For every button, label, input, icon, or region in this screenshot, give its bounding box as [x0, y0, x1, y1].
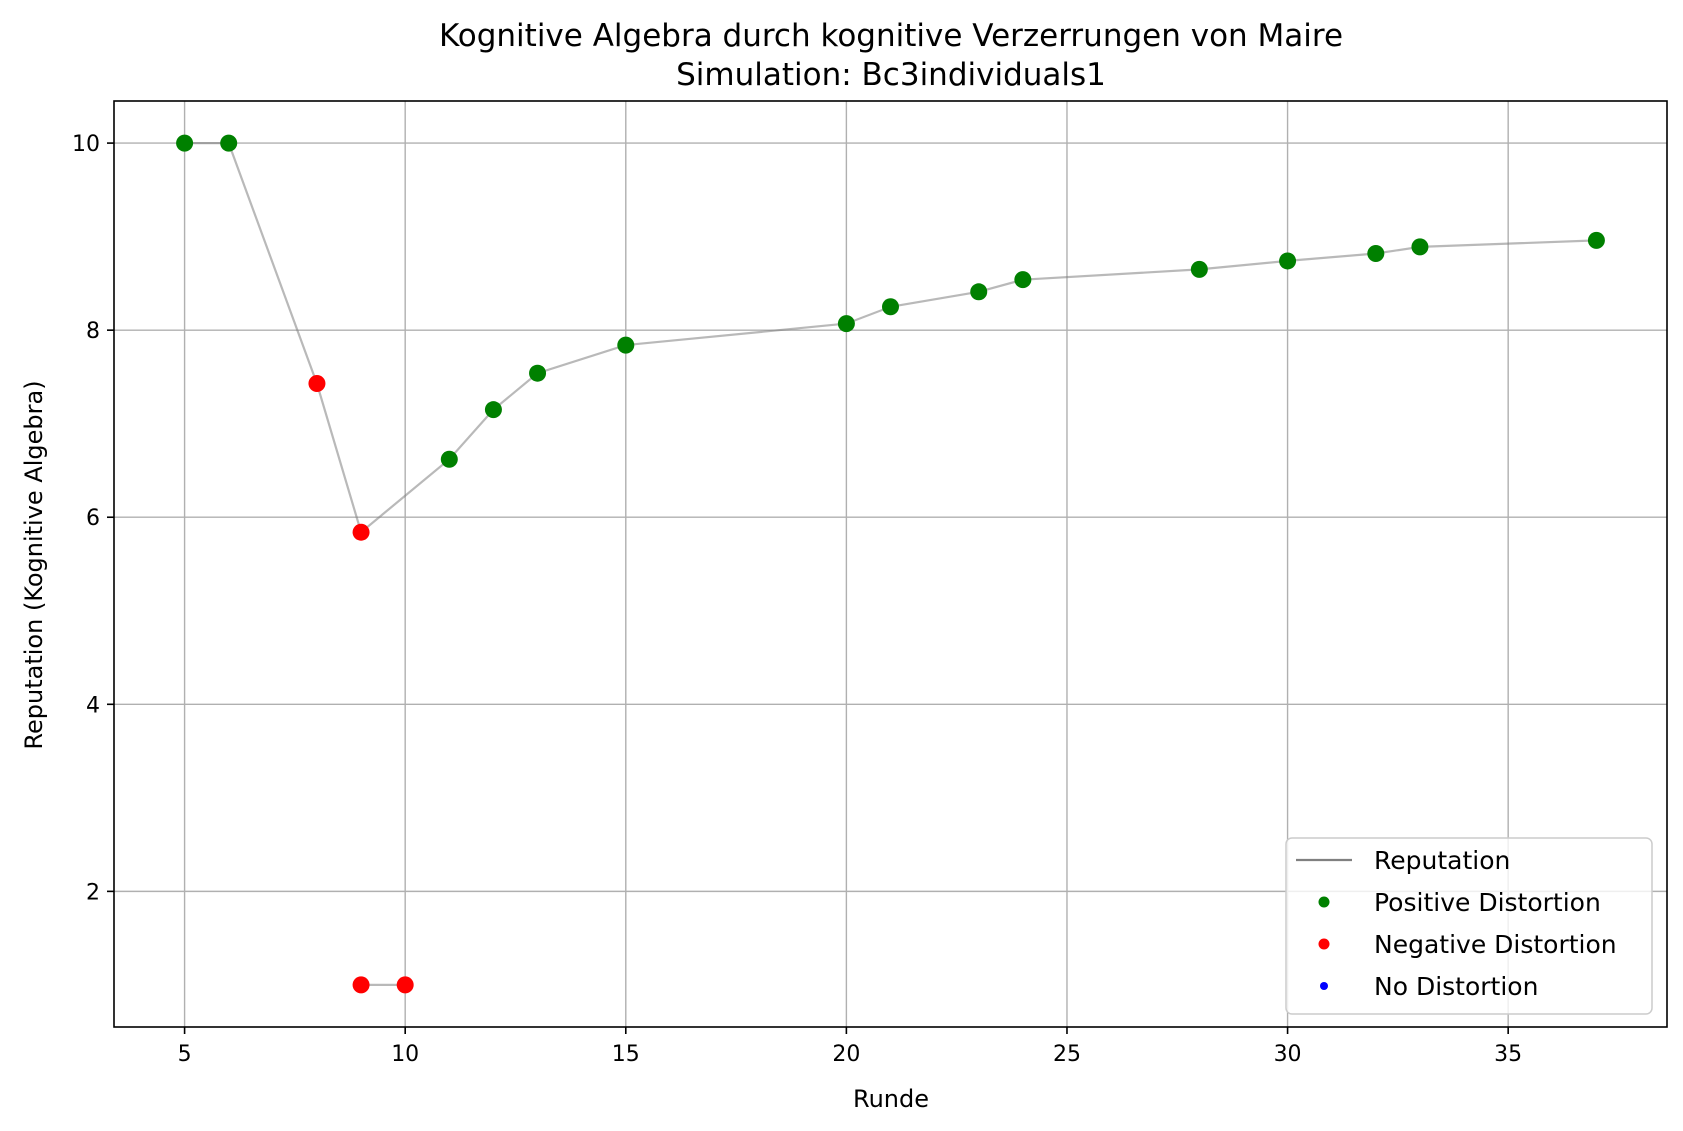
y-axis-label: Reputation (Kognitive Algebra)	[20, 380, 48, 749]
axes-frame	[113, 100, 1668, 1028]
data-point	[440, 450, 458, 468]
data-point	[1190, 260, 1208, 278]
data-point	[176, 134, 194, 152]
data-point	[308, 374, 326, 392]
y-tick-label: 10	[72, 132, 100, 157]
y-tick-label: 8	[86, 319, 100, 344]
data-point	[1014, 271, 1032, 289]
plot-area: 5 10 15 20 25 30 35 2 4 6 8 10	[72, 100, 1668, 1067]
legend-frame	[1285, 837, 1653, 1015]
data-point	[1411, 238, 1429, 256]
chart-title: Kognitive Algebra durch kognitive Verzer…	[439, 18, 1343, 54]
legend-marker-negative	[1318, 938, 1330, 950]
x-tick-label: 25	[1053, 1042, 1081, 1067]
legend-label-positive: Positive Distortion	[1374, 888, 1601, 917]
legend-label-none: No Distortion	[1374, 972, 1538, 1001]
x-tick-label: 5	[178, 1042, 192, 1067]
data-point	[352, 523, 370, 541]
x-tick-label: 20	[832, 1042, 860, 1067]
x-axis-label: Runde	[853, 1085, 929, 1113]
legend-marker-positive	[1318, 896, 1330, 908]
legend-marker-none	[1320, 982, 1328, 990]
data-point	[529, 364, 547, 382]
data-point	[1279, 252, 1297, 270]
x-tick-label: 35	[1494, 1042, 1522, 1067]
legend-label-reputation: Reputation	[1374, 846, 1510, 875]
data-point	[1587, 231, 1605, 249]
y-tick-label: 4	[86, 693, 100, 718]
data-point	[617, 336, 635, 354]
y-tick-label: 6	[86, 506, 100, 531]
data-point	[396, 976, 414, 994]
data-point	[352, 976, 370, 994]
x-tick-label: 15	[612, 1042, 640, 1067]
legend-label-negative: Negative Distortion	[1374, 930, 1617, 959]
data-point	[220, 134, 238, 152]
data-point	[1367, 244, 1385, 262]
data-point	[970, 283, 988, 301]
chart-subtitle: Simulation: Bc3individuals1	[676, 57, 1106, 93]
data-point	[484, 401, 502, 419]
data-point	[837, 315, 855, 333]
y-tick-label: 2	[86, 880, 100, 905]
legend: Reputation Positive Distortion Negative …	[1285, 837, 1653, 1015]
x-tick-label: 30	[1274, 1042, 1302, 1067]
data-point	[882, 298, 899, 316]
x-tick-label: 10	[391, 1042, 419, 1067]
